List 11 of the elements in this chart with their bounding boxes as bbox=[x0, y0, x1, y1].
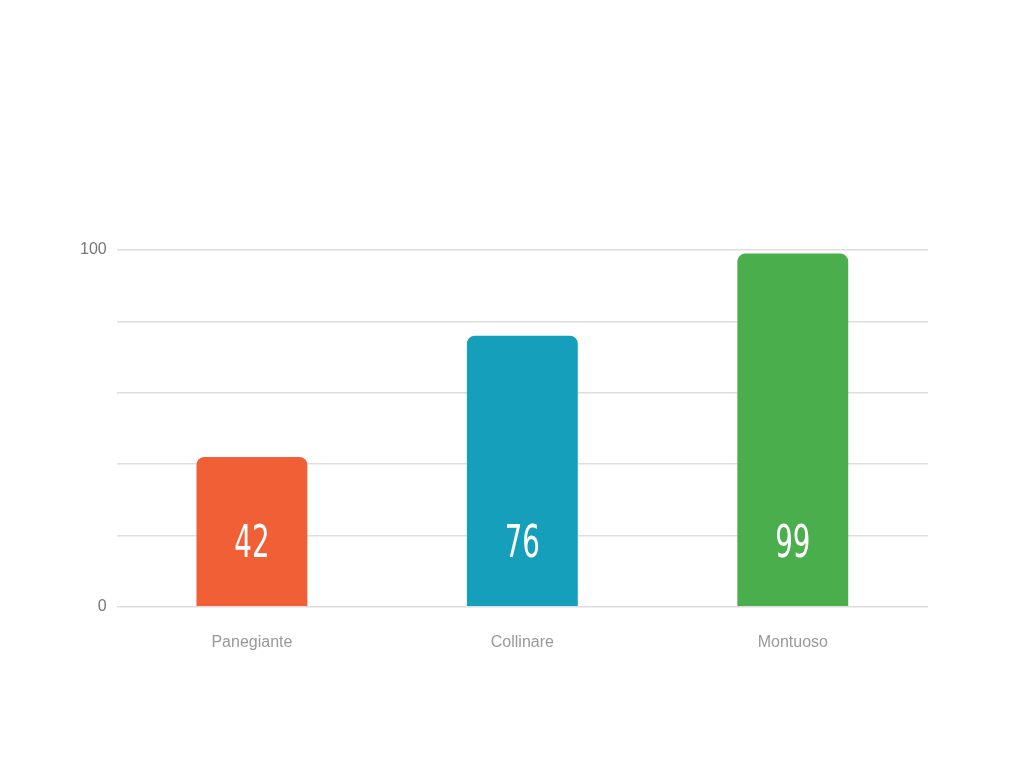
data-label: 99 bbox=[775, 516, 811, 568]
x-tick-label: Montuoso bbox=[757, 632, 829, 650]
bar bbox=[196, 456, 308, 607]
data-label: 76 bbox=[504, 516, 540, 568]
data-label: 42 bbox=[234, 516, 270, 568]
y-tick-label: 0 bbox=[97, 597, 107, 615]
bar bbox=[737, 253, 849, 607]
bar bbox=[466, 335, 578, 607]
y-tick-label: 100 bbox=[79, 240, 107, 258]
x-tick-label: Collinare bbox=[490, 632, 555, 650]
x-tick-label: Panegiante bbox=[211, 632, 293, 650]
